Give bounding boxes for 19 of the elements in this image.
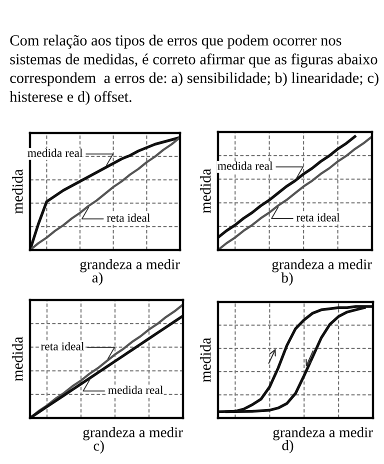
text: c) <box>94 440 104 454</box>
text: a) <box>92 272 103 286</box>
annotation: reta ideal <box>296 213 340 222</box>
y-axis-title: medida <box>12 336 23 382</box>
annotation: medida real <box>218 162 273 170</box>
text: d) <box>282 440 294 454</box>
x-axis-title: grandeza a medir <box>80 259 180 272</box>
x-axis-title: grandeza a medir <box>273 427 373 440</box>
y-axis-title: medida <box>200 338 211 382</box>
annotation: reta ideal <box>106 214 150 222</box>
x-axis-title: grandeza a medir <box>272 259 372 272</box>
chart-title: Com relação aos tipos de erros que podem ocorrer nos sistemas de medidas, é correto afirmar que as figuras abaixo correspondem a erros de: a) sensibilidade; b) linearidade; c) histerese e d) offset. <box>10 34 378 106</box>
text: b) <box>281 272 293 286</box>
x-axis-title: grandeza a medir <box>83 427 183 440</box>
annotation: medida real <box>108 386 164 394</box>
y-axis-title: medida <box>12 169 23 214</box>
annotation: medida real <box>28 148 83 157</box>
annotation: reta ideal <box>40 342 84 350</box>
y-axis-title: medida <box>200 168 211 214</box>
